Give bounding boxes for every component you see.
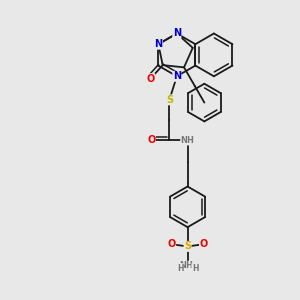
Text: O: O xyxy=(146,74,155,84)
Text: N: N xyxy=(154,39,162,49)
Text: N: N xyxy=(173,71,181,81)
Text: NH: NH xyxy=(181,136,194,145)
Text: O: O xyxy=(200,239,208,249)
Text: H: H xyxy=(177,264,183,273)
Text: S: S xyxy=(166,95,173,105)
Text: N: N xyxy=(173,28,181,38)
Text: O: O xyxy=(167,239,176,249)
Text: H: H xyxy=(192,264,198,273)
Text: O: O xyxy=(147,136,155,146)
Text: NH₂: NH₂ xyxy=(179,261,196,270)
Text: S: S xyxy=(184,242,191,251)
